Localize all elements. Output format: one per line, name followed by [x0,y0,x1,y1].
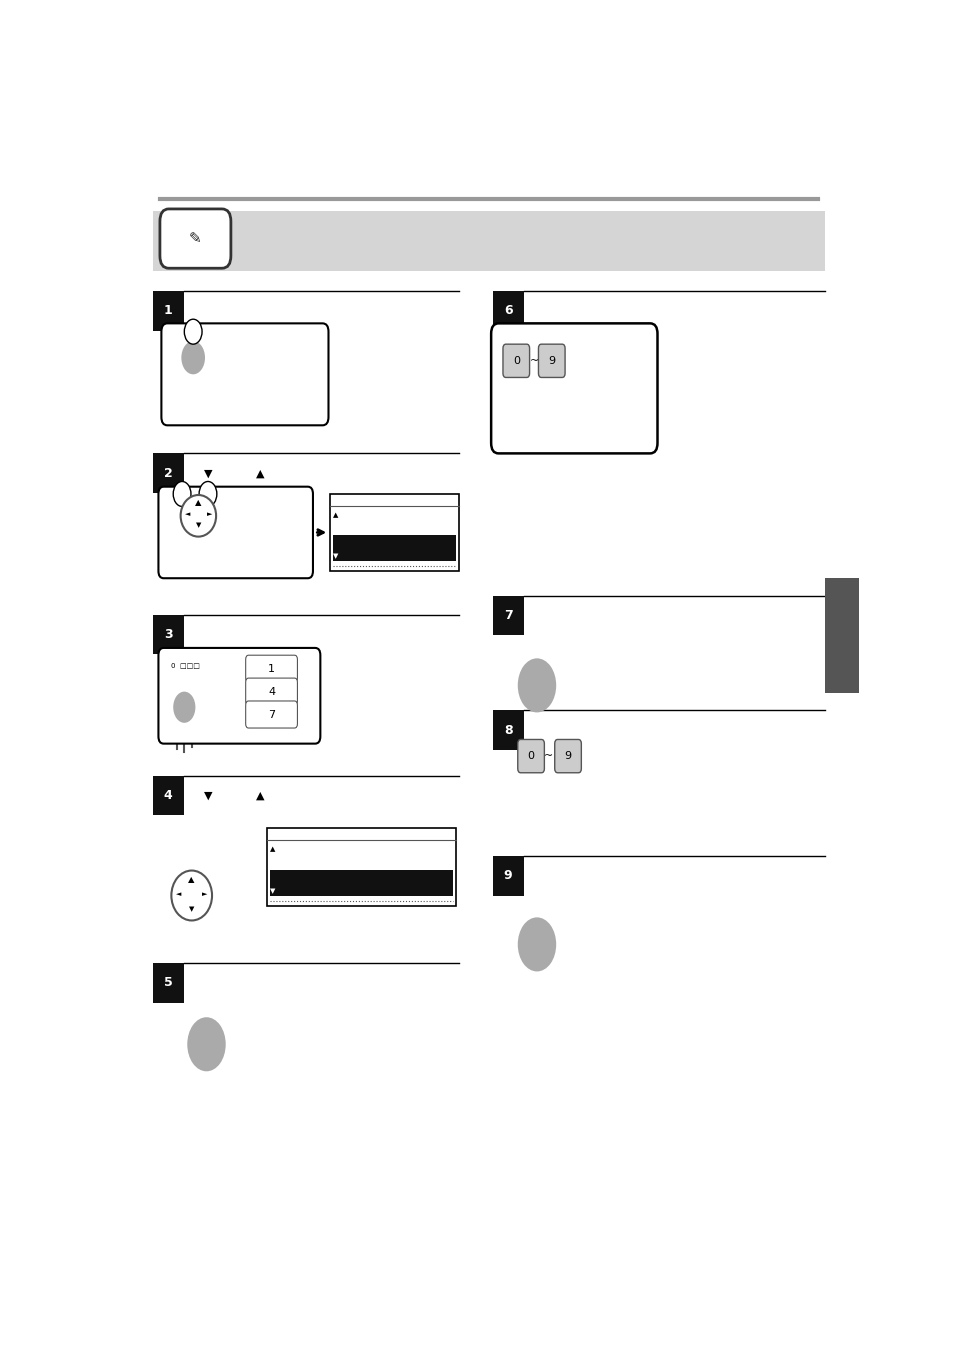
Circle shape [181,340,205,374]
FancyBboxPatch shape [537,345,564,377]
Text: ▼: ▼ [204,469,212,478]
FancyBboxPatch shape [502,345,529,377]
Circle shape [517,658,556,712]
Text: 0: 0 [527,751,534,761]
FancyBboxPatch shape [160,209,231,269]
Text: ✎: ✎ [189,231,202,246]
FancyBboxPatch shape [246,678,297,705]
Bar [270,870,453,896]
Bar [204,663,226,678]
FancyBboxPatch shape [517,739,544,773]
Text: ▲: ▲ [189,875,194,885]
Text: 5: 5 [164,977,172,989]
Text: 0: 0 [513,355,519,366]
Bar [333,535,456,561]
FancyBboxPatch shape [491,323,657,454]
Bar [167,663,200,678]
Text: 1: 1 [164,304,172,317]
Bar [267,828,456,907]
Bar [603,380,619,399]
FancyBboxPatch shape [554,739,580,773]
Bar [330,494,458,571]
Text: ▼: ▼ [204,790,212,801]
Ellipse shape [180,494,216,536]
Bar [492,290,523,331]
Text: 6: 6 [503,304,512,317]
Bar [152,290,183,331]
Bar [492,596,523,635]
FancyBboxPatch shape [246,655,297,682]
Circle shape [173,692,195,723]
Bar [152,454,183,493]
Text: 9: 9 [564,751,571,761]
Text: ◄: ◄ [184,511,190,516]
Text: ▲: ▲ [255,790,264,801]
Circle shape [173,481,191,507]
Text: ▼: ▼ [333,554,338,559]
Text: 4: 4 [164,789,172,802]
Bar [623,408,639,427]
FancyBboxPatch shape [161,323,328,426]
Text: 1: 1 [268,663,274,674]
Text: 0  □□□: 0 □□□ [171,662,200,669]
Text: 7: 7 [503,609,512,623]
Text: ►: ► [202,892,208,897]
Text: ~: ~ [529,355,538,366]
Text: ▲: ▲ [195,497,201,507]
Text: ▲: ▲ [270,846,275,851]
Text: 9: 9 [548,355,555,366]
FancyBboxPatch shape [158,486,313,578]
Circle shape [187,1017,226,1071]
Bar [492,711,523,750]
Circle shape [184,319,202,345]
Bar [152,963,183,1002]
Bar [294,508,305,531]
Text: ▲: ▲ [333,512,338,517]
Text: 7: 7 [268,709,274,720]
Text: ▲: ▲ [255,469,264,478]
Text: 8: 8 [503,724,512,736]
Text: 3: 3 [164,628,172,640]
Bar [152,615,183,654]
Circle shape [517,917,556,971]
Bar [492,857,523,896]
Text: ▼: ▼ [270,889,275,894]
Bar [603,408,619,427]
FancyBboxPatch shape [158,648,320,743]
Text: ▼: ▼ [189,907,194,912]
Text: ▼: ▼ [195,523,201,528]
Text: 9: 9 [503,869,512,882]
Circle shape [199,481,216,507]
Bar [583,380,599,399]
Text: 4: 4 [268,686,274,697]
FancyBboxPatch shape [246,701,297,728]
Bar [152,775,183,816]
Bar [824,578,858,693]
Text: ~: ~ [543,751,552,761]
Bar [583,408,599,427]
Text: 2: 2 [164,466,172,480]
Text: ►: ► [207,511,212,516]
Ellipse shape [172,870,212,920]
Text: ◄: ◄ [175,892,181,897]
Bar [152,211,824,272]
Bar [222,335,318,363]
Bar [623,380,639,399]
